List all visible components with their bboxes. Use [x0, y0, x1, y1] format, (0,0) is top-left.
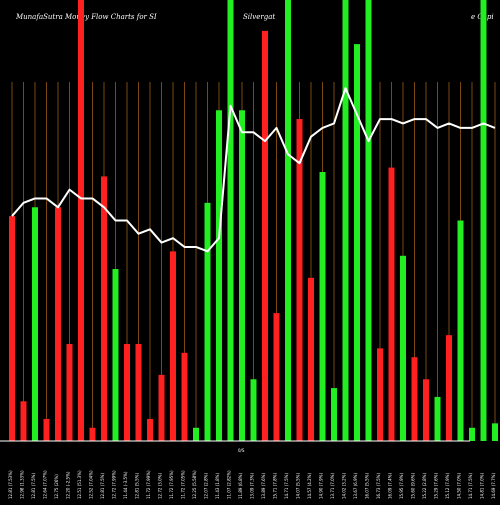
mfi-line [11, 87, 496, 253]
money-flow-bar [170, 251, 176, 441]
money-flow-bar [204, 202, 211, 441]
x-tick-label: 11.72 (7.95%) [169, 470, 174, 499]
money-flow-bars [9, 0, 498, 442]
money-flow-bar [434, 396, 441, 441]
x-tick-label: 12.81 (7.53%) [8, 470, 13, 499]
x-tick-label: 16.09 (7.4%) [388, 473, 393, 499]
money-flow-bar [480, 0, 487, 441]
x-tick-label: 14.02 (3.2%) [342, 473, 347, 499]
x-tick-label: 13.67 (6.9%) [353, 473, 358, 499]
x-tick-label: 16.73 (7.5%) [376, 473, 381, 499]
x-tick-label: 12.25 (5.58%) [192, 470, 197, 499]
money-flow-bar [457, 220, 464, 441]
x-tick-label: 12.75 (26%) [54, 474, 59, 499]
x-tick-label: 14.71 (7.5%) [284, 473, 289, 499]
money-flow-bar [216, 110, 222, 441]
money-flow-bar [400, 255, 406, 441]
x-tick-label: 14.69 (7.7%) [491, 473, 496, 499]
x-tick-label: 11.72 (7.99%) [146, 470, 151, 499]
money-flow-bar [446, 335, 452, 441]
x-tick-label: 14.81 (7.0%) [480, 473, 485, 499]
money-flow-bar [423, 379, 429, 441]
x-tick-label: 12.81 (5.5%) [135, 473, 140, 499]
chart-title-left: MunafaSutra Money Flow Charts for SI [15, 13, 157, 21]
money-flow-bar [342, 0, 349, 441]
money-flow-bar [492, 423, 498, 441]
x-tick-label: 11.44 (-3.5%) [123, 471, 128, 499]
x-tick-label: 12.07 (2.8%) [204, 473, 209, 499]
x-tick-label: 13.89 (7.6%) [261, 473, 266, 499]
x-tick-label: 11.07 (2.82%) [227, 470, 232, 499]
x-tick-label: 12.52 (7.04%) [89, 470, 94, 499]
money-flow-bar [135, 343, 142, 441]
x-tick-label: 13.09 (7.3%) [250, 473, 255, 499]
x-tick-label: 14.57 (4.2%) [307, 473, 312, 499]
x-tick-label: 14.07 (5.5%) [296, 473, 301, 499]
x-tick-label: 14.90 (7.9%) [319, 473, 324, 499]
money-flow-bar [89, 427, 96, 441]
x-tick-label: 15.29 (7.6%) [434, 473, 439, 499]
money-flow-bar [78, 0, 84, 441]
money-flow-bar [55, 207, 61, 441]
money-flow-bar [147, 418, 153, 441]
money-flow-bar [365, 0, 372, 441]
money-flow-bar [262, 30, 268, 442]
x-tick-label: 15.71 (7.8%) [273, 473, 278, 499]
money-flow-bar [285, 0, 291, 441]
money-flow-bar [193, 427, 199, 441]
chart-title-mid: Silvergat [243, 13, 275, 21]
money-flow-bar [319, 171, 326, 442]
x-tick-label: 12.72 (3.0%) [158, 473, 163, 499]
x-tick-label: 14.50 (7.0%) [457, 473, 462, 499]
x-tick-label: 15.22 (2.8%) [422, 473, 427, 499]
money-flow-bar [273, 313, 280, 441]
money-flow-bar [124, 343, 130, 441]
x-tick-label: 12.20 (-2.5%) [66, 471, 71, 499]
money-flow-bar [101, 176, 107, 441]
money-flow-bar [469, 427, 475, 441]
money-flow-bar [112, 269, 119, 441]
money-flow-bar [388, 167, 395, 441]
money-flow-bar [66, 343, 73, 441]
x-tick-label: 12.81 (7.5%) [31, 473, 36, 499]
x-tick-label: 11.72 (7.05%) [181, 470, 186, 499]
x-tick-label: 15.12 (7.9%) [445, 473, 450, 499]
x-tick-label: 15.60 (9.6%) [411, 473, 416, 499]
center-axis-label: 0/S [238, 448, 245, 453]
x-tick-label: 11.43 (1.8%) [215, 473, 220, 499]
x-tick-label: 12.98 (1.33%) [20, 470, 25, 499]
money-flow-bar [158, 374, 165, 441]
money-flow-bar [411, 357, 418, 441]
x-tick-labels: 12.81 (7.53%) 12.98 (1.33%) 12.81 (7.5%) 12… [8, 470, 496, 499]
money-flow-bar [9, 216, 15, 441]
x-tick-label: 12.51 (51.3%) [77, 470, 82, 499]
money-flow-bar [32, 207, 38, 441]
money-flow-bar [43, 418, 50, 441]
money-flow-bar [239, 110, 245, 441]
money-flow-bar [181, 352, 188, 441]
x-tick-label: 12.64 (7.07%) [43, 470, 48, 499]
x-tick-label: 11.89 (6.8%) [238, 473, 243, 499]
x-tick-label: 16.07 (5.5%) [365, 473, 370, 499]
x-tick-label: 15.95 (7.9%) [399, 473, 404, 499]
money-flow-bar [331, 388, 337, 441]
money-flow-bar [250, 379, 257, 441]
x-tick-label: 12.72 (7.99%) [112, 470, 117, 499]
money-flow-bar [227, 0, 234, 441]
money-flow-bar [20, 401, 27, 441]
money-flow-bar [308, 277, 314, 441]
mfi-line-layer [11, 87, 496, 253]
x-tick-label: 14.71 (7.5%) [468, 473, 473, 499]
money-flow-bar [354, 44, 360, 441]
x-tick-label: 12.81 (7.5%) [100, 473, 105, 499]
x-tick-label: 13.71 (7.0%) [330, 473, 335, 499]
money-flow-bar [377, 348, 383, 441]
money-flow-bar [296, 119, 303, 441]
